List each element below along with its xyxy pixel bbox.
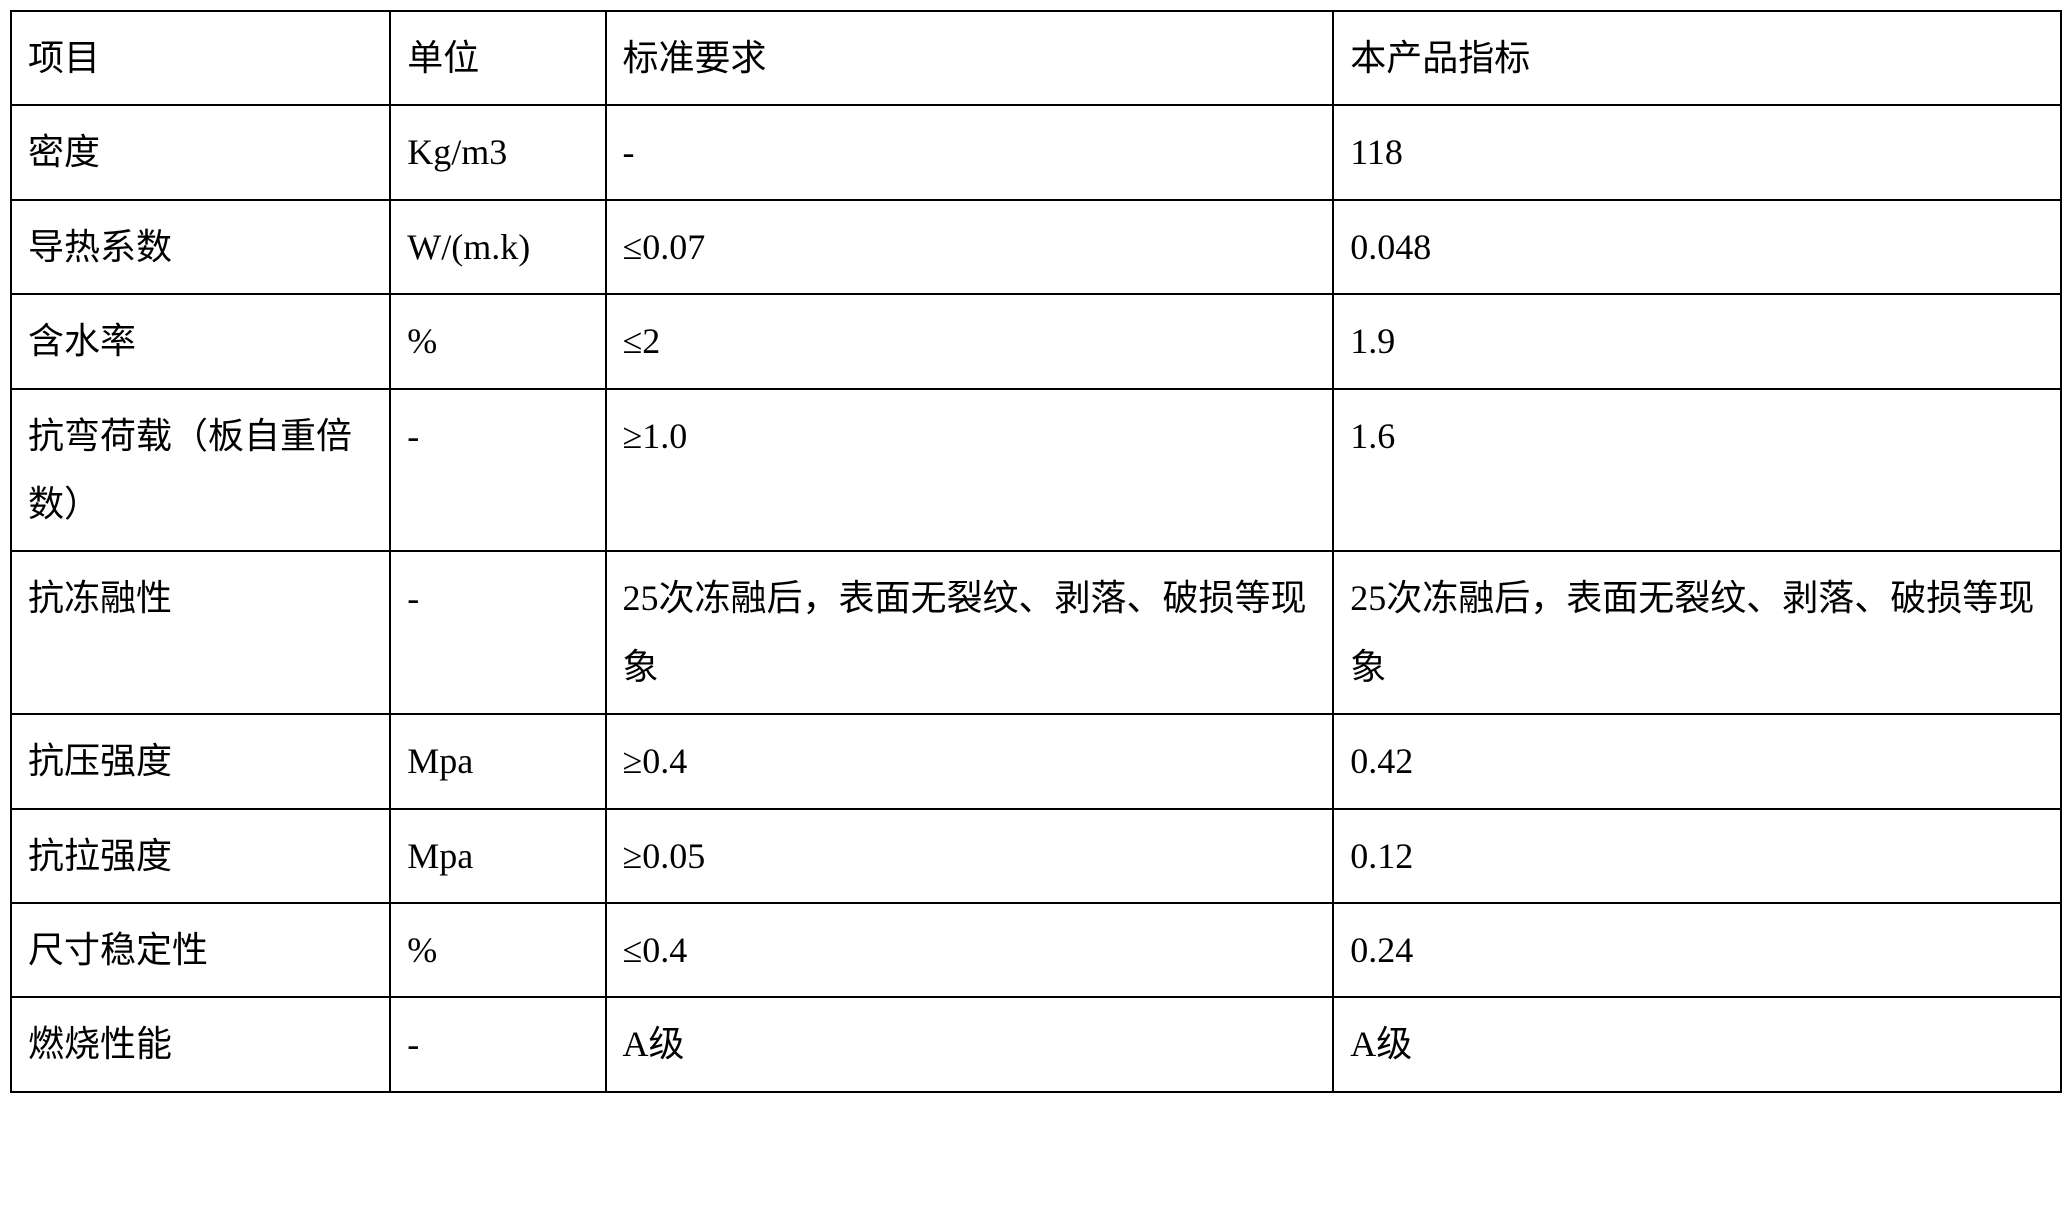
table-row: 燃烧性能 - A级 A级	[11, 997, 2061, 1091]
cell-standard: ≥0.4	[606, 714, 1334, 808]
table-row: 抗冻融性 - 25次冻融后，表面无裂纹、剥落、破损等现象 25次冻融后，表面无裂…	[11, 551, 2061, 714]
cell-item: 导热系数	[11, 200, 390, 294]
table-row: 密度 Kg/m3 - 118	[11, 105, 2061, 199]
cell-item: 含水率	[11, 294, 390, 388]
cell-product: 1.9	[1333, 294, 2061, 388]
cell-unit: Mpa	[390, 809, 605, 903]
table-row: 抗弯荷载（板自重倍数） - ≥1.0 1.6	[11, 389, 2061, 552]
cell-standard: ≤0.4	[606, 903, 1334, 997]
cell-standard: ≥1.0	[606, 389, 1334, 552]
table-row: 含水率 % ≤2 1.9	[11, 294, 2061, 388]
cell-unit: %	[390, 903, 605, 997]
header-cell-item: 项目	[11, 11, 390, 105]
cell-unit: -	[390, 551, 605, 714]
cell-product: 25次冻融后，表面无裂纹、剥落、破损等现象	[1333, 551, 2061, 714]
cell-item: 燃烧性能	[11, 997, 390, 1091]
cell-standard: ≥0.05	[606, 809, 1334, 903]
cell-item: 抗压强度	[11, 714, 390, 808]
cell-item: 密度	[11, 105, 390, 199]
cell-item: 抗拉强度	[11, 809, 390, 903]
header-cell-product: 本产品指标	[1333, 11, 2061, 105]
cell-unit: Kg/m3	[390, 105, 605, 199]
table-row: 导热系数 W/(m.k) ≤0.07 0.048	[11, 200, 2061, 294]
spec-table: 项目 单位 标准要求 本产品指标 密度 Kg/m3 - 118 导热系数 W/(…	[10, 10, 2062, 1093]
cell-item: 尺寸稳定性	[11, 903, 390, 997]
cell-standard: 25次冻融后，表面无裂纹、剥落、破损等现象	[606, 551, 1334, 714]
header-cell-unit: 单位	[390, 11, 605, 105]
cell-product: 0.12	[1333, 809, 2061, 903]
cell-unit: %	[390, 294, 605, 388]
table-row: 尺寸稳定性 % ≤0.4 0.24	[11, 903, 2061, 997]
cell-product: 118	[1333, 105, 2061, 199]
cell-unit: -	[390, 389, 605, 552]
cell-product: 0.048	[1333, 200, 2061, 294]
cell-unit: -	[390, 997, 605, 1091]
cell-product: A级	[1333, 997, 2061, 1091]
cell-product: 0.24	[1333, 903, 2061, 997]
table-row: 抗压强度 Mpa ≥0.4 0.42	[11, 714, 2061, 808]
cell-product: 1.6	[1333, 389, 2061, 552]
table-row: 抗拉强度 Mpa ≥0.05 0.12	[11, 809, 2061, 903]
cell-standard: A级	[606, 997, 1334, 1091]
cell-standard: -	[606, 105, 1334, 199]
cell-item: 抗弯荷载（板自重倍数）	[11, 389, 390, 552]
cell-standard: ≤2	[606, 294, 1334, 388]
header-cell-standard: 标准要求	[606, 11, 1334, 105]
cell-unit: Mpa	[390, 714, 605, 808]
cell-unit: W/(m.k)	[390, 200, 605, 294]
cell-item: 抗冻融性	[11, 551, 390, 714]
cell-product: 0.42	[1333, 714, 2061, 808]
cell-standard: ≤0.07	[606, 200, 1334, 294]
table-header-row: 项目 单位 标准要求 本产品指标	[11, 11, 2061, 105]
